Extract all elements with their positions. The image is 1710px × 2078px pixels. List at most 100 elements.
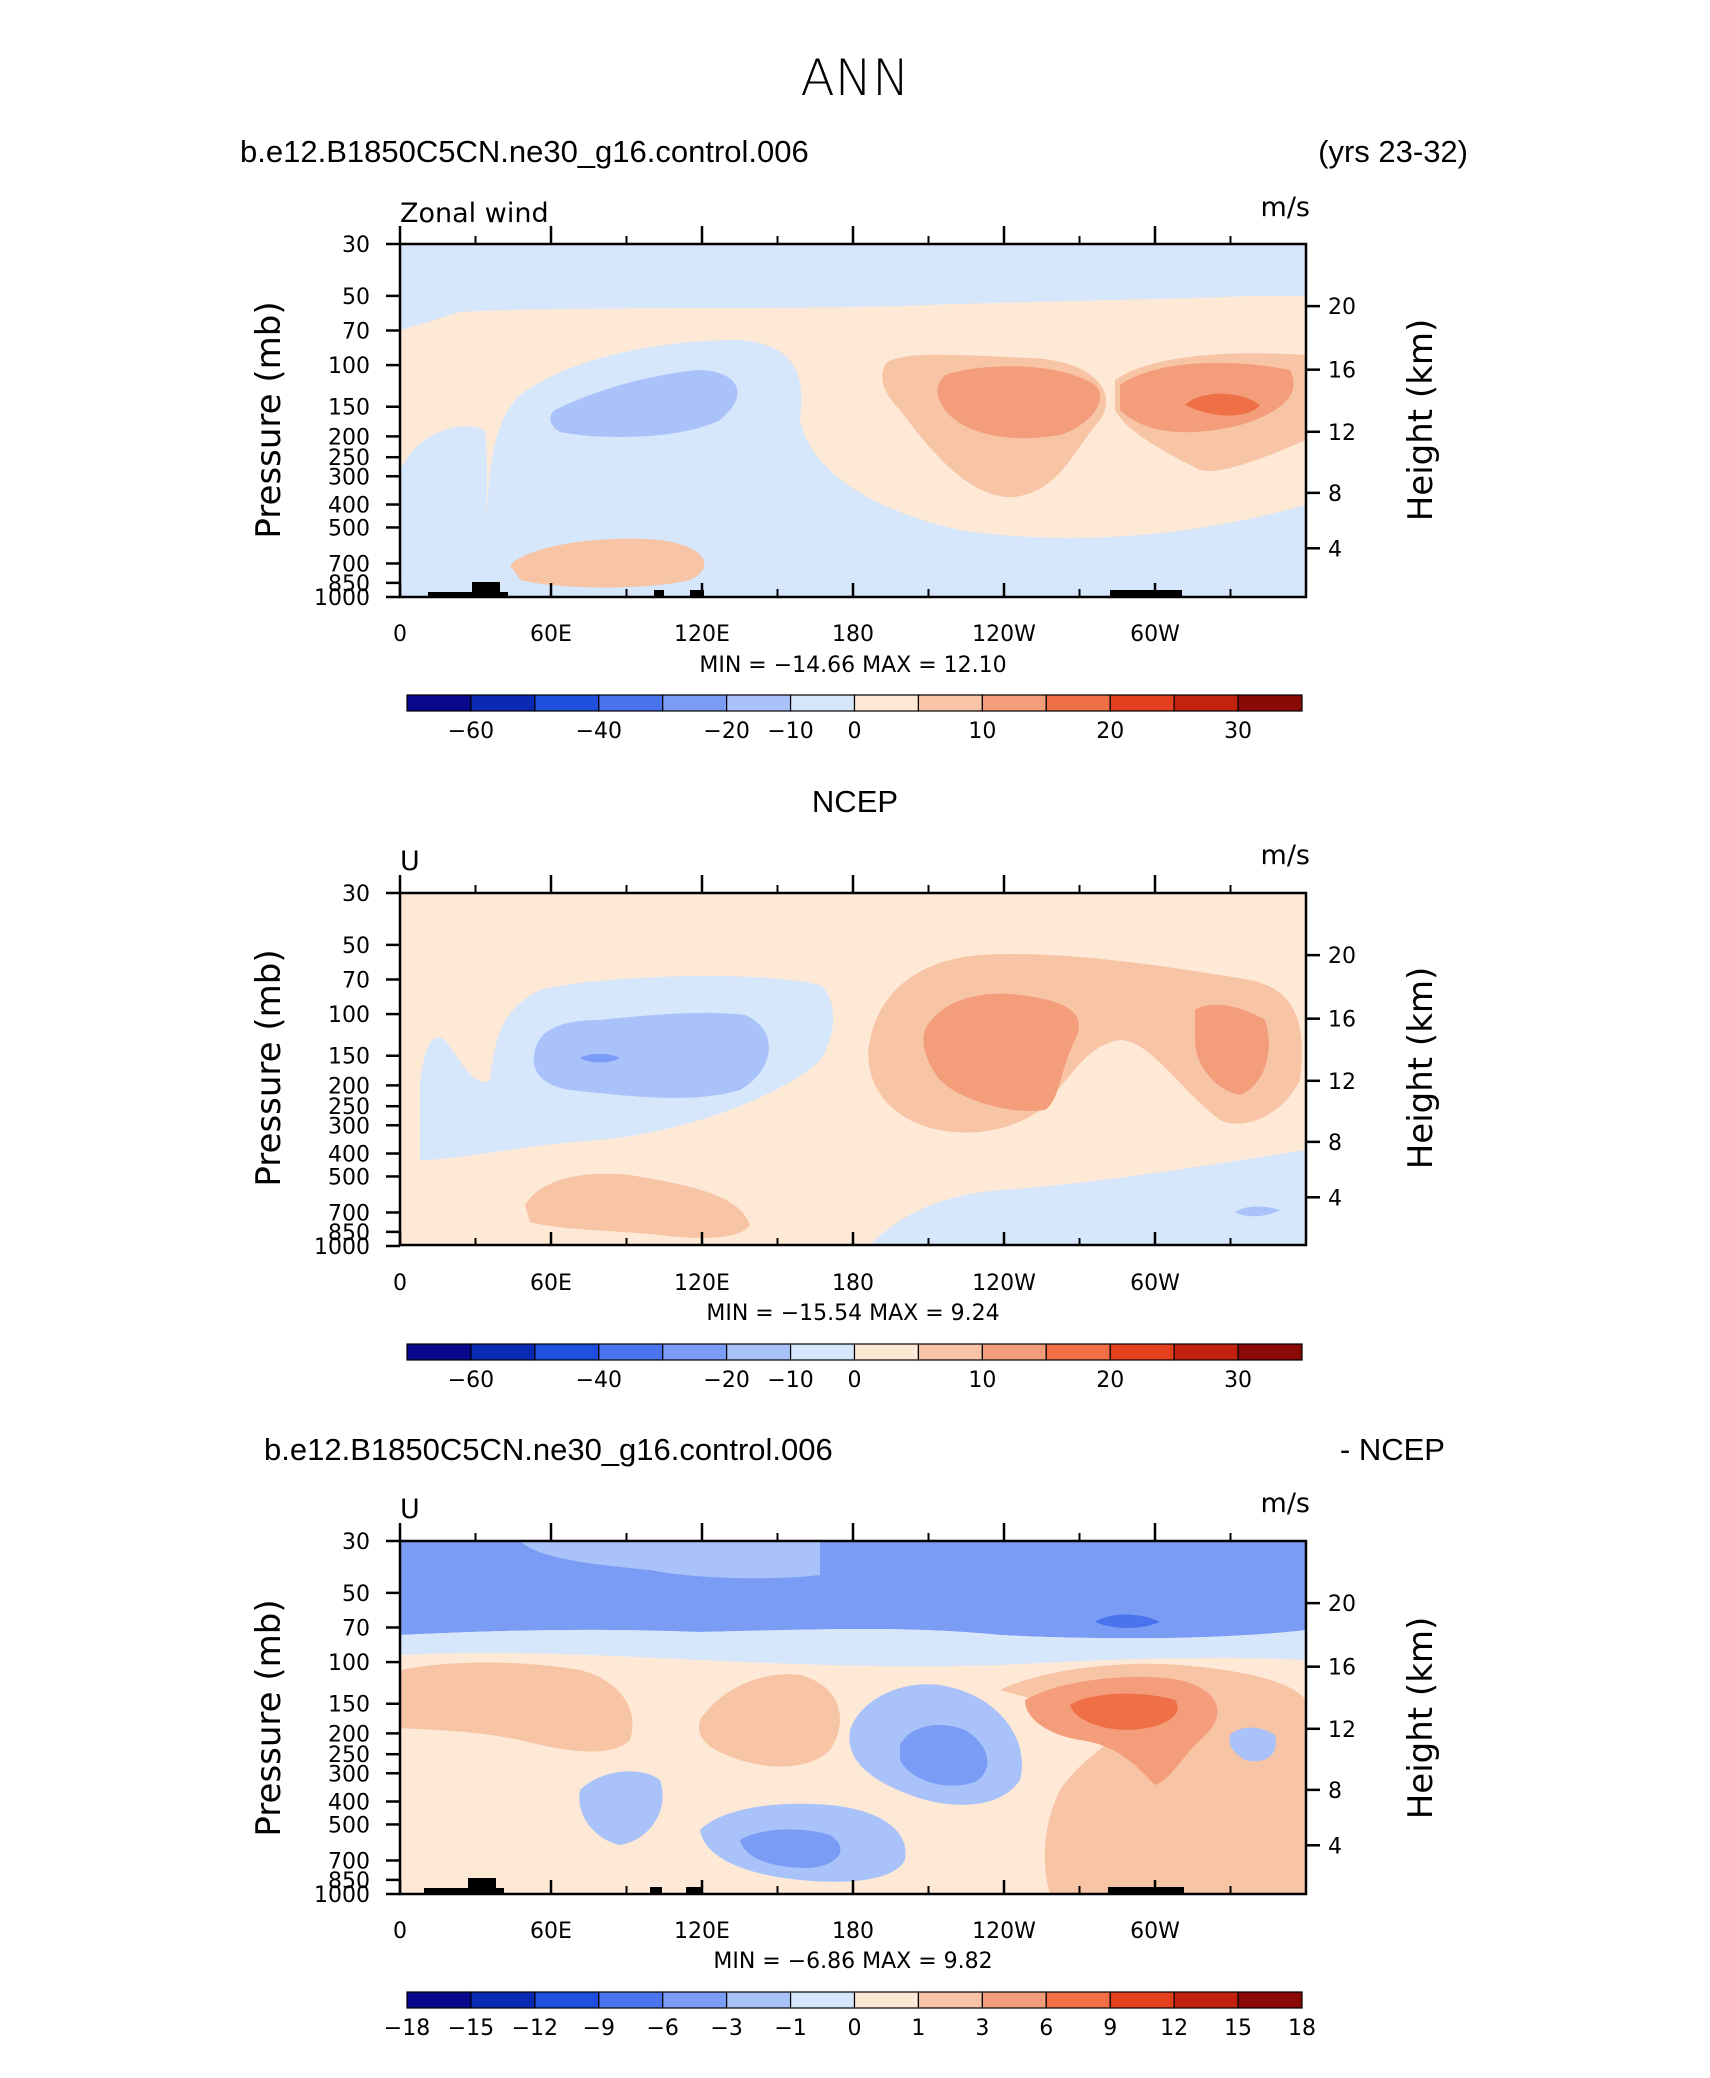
- y-tick-label: 400: [328, 1791, 370, 1816]
- contour-fill-jet-core-a: [937, 366, 1101, 439]
- x-tick-label: 120E: [674, 622, 730, 647]
- contour-fill-lower-negative-core: [740, 1829, 841, 1868]
- colorbar-swatch: [853, 1991, 920, 2009]
- colorbar-label: −3: [710, 2016, 742, 2041]
- y-tick-label: 50: [342, 285, 370, 310]
- x-tick-label: 180: [832, 1919, 874, 1944]
- colorbar-swatch: [534, 694, 600, 712]
- colorbar-swatch: [534, 1991, 600, 2009]
- panel-diff: b.e12.B1850C5CN.ne30_g16.control.006 - N…: [249, 1432, 1445, 1974]
- y-tick-label: 700: [328, 552, 370, 577]
- y-right-tick-label: 8: [1328, 482, 1342, 507]
- colorbar-swatch: [917, 694, 983, 712]
- y-tick-label: 500: [328, 1813, 370, 1838]
- colorbar-label: −40: [576, 1368, 622, 1393]
- y-right-tick-label: 4: [1328, 1834, 1342, 1859]
- panel-ncep-ylabel: Pressure (mb): [249, 949, 289, 1186]
- y-tick-label: 150: [328, 1693, 370, 1718]
- colorbar-swatch: [981, 1991, 1047, 2009]
- panel-ncep-variable: U: [400, 846, 420, 877]
- colorbar-swatch: [981, 694, 1047, 712]
- colorbar-swatch: [470, 694, 536, 712]
- colorbar-label: −20: [703, 1368, 749, 1393]
- colorbar-swatch: [406, 1991, 472, 2009]
- y-tick-label: 1000: [314, 1883, 370, 1908]
- contour-fill-jet-core-b: [1195, 1004, 1269, 1095]
- panel-ncep-contours: [400, 893, 1306, 1245]
- panel-diff-variable: U: [400, 1494, 420, 1525]
- colorbar-label: 20: [1096, 1368, 1124, 1393]
- y-tick-label: 300: [328, 1114, 370, 1139]
- x-tick-label: 60E: [530, 1919, 572, 1944]
- contour-fill-easterly-peak: [580, 1053, 620, 1063]
- y-tick-label: 100: [328, 1003, 370, 1028]
- panel-diff-stats: MIN = −6.86 MAX = 9.82: [713, 1949, 992, 1974]
- colorbar-label: −40: [576, 719, 622, 744]
- y-right-tick-label: 8: [1328, 1131, 1342, 1156]
- panel-diff-units: m/s: [1261, 1488, 1310, 1519]
- y-tick-label: 300: [328, 465, 370, 490]
- colorbar-label: −1: [774, 2016, 806, 2041]
- x-tick-label: 0: [393, 1271, 407, 1296]
- axis-ticks: 0 60E 120E 180 120W 60W3050701001502002503004…: [314, 226, 1356, 1944]
- y-tick-label: 30: [342, 1530, 370, 1555]
- colorbar-swatch: [662, 1991, 728, 2009]
- panel-model-units: m/s: [1261, 192, 1310, 223]
- colorbar-label: 0: [848, 1368, 862, 1393]
- colorbar-swatch: [1173, 1991, 1239, 2009]
- y-right-tick-label: 20: [1328, 944, 1356, 969]
- colorbar-label: 10: [968, 1368, 996, 1393]
- y-tick-label: 50: [342, 934, 370, 959]
- y-tick-label: 50: [342, 1582, 370, 1607]
- y-tick-label: 850: [328, 572, 370, 597]
- colorbar-swatch: [406, 694, 472, 712]
- colorbar-label: 18: [1288, 2016, 1316, 2041]
- colorbar-swatch: [1045, 1991, 1111, 2009]
- colorbar-label: 30: [1224, 719, 1252, 744]
- x-tick-label: 60W: [1130, 622, 1180, 647]
- contour-fill-transition-band: [400, 1628, 1306, 1667]
- y-right-tick-label: 16: [1328, 1656, 1356, 1681]
- colorbar-label: −10: [767, 1368, 813, 1393]
- terrain-4: [1108, 1887, 1184, 1894]
- x-tick-label: 120E: [674, 1271, 730, 1296]
- panel-model: b.e12.B1850C5CN.ne30_g16.control.006 (yr…: [240, 134, 1468, 678]
- colorbar-swatch: [1173, 694, 1239, 712]
- panel-model-variable: Zonal wind: [400, 198, 549, 229]
- contour-fill-jet-peak: [1185, 393, 1260, 416]
- x-tick-label: 60E: [530, 622, 572, 647]
- panel-diff-ylabel-right: Height (km): [1401, 1617, 1441, 1820]
- panel-ncep-ylabel-right: Height (km): [1401, 967, 1441, 1170]
- contour-fill-right-negative: [1229, 1727, 1276, 1762]
- terrain-2: [654, 590, 664, 597]
- contour-fill-left-negative: [579, 1771, 663, 1845]
- colorbar-swatch: [789, 1991, 856, 2009]
- panel-model-stats: MIN = −14.66 MAX = 12.10: [699, 653, 1006, 678]
- colorbar-label: −18: [384, 2016, 430, 2041]
- figure-title: ANN: [800, 49, 909, 107]
- x-tick-label: 120W: [972, 1271, 1036, 1296]
- y-tick-label: 500: [328, 516, 370, 541]
- colorbar-swatch: [853, 694, 920, 712]
- colorbar-swatch: [1045, 1343, 1111, 1361]
- contour-fill-easterly-core: [550, 370, 738, 437]
- colorbar-swatch: [1237, 1343, 1303, 1361]
- y-right-tick-label: 12: [1328, 1718, 1356, 1743]
- contour-fill-easterly-core: [533, 1012, 769, 1098]
- y-tick-label: 200: [328, 1722, 370, 1747]
- colorbar-label: 0: [848, 719, 862, 744]
- x-tick-label: 0: [393, 622, 407, 647]
- colorbar-swatch: [1109, 694, 1175, 712]
- contour-fill-lower-easterlies: [870, 1150, 1306, 1245]
- contour-fill-upper-negative: [400, 1541, 1306, 1639]
- contour-fill-upper-easterlies: [400, 244, 1306, 330]
- colorbar-swatch: [534, 1343, 600, 1361]
- y-tick-label: 150: [328, 1045, 370, 1070]
- contour-fill-left-positive: [400, 1662, 633, 1752]
- colorbar-label: 15: [1224, 2016, 1252, 2041]
- terrain-1: [428, 582, 508, 597]
- colorbar-swatch: [917, 1991, 983, 2009]
- colorbar-label: −6: [646, 2016, 678, 2041]
- y-tick-label: 100: [328, 1651, 370, 1676]
- colorbar-swatch: [662, 1343, 728, 1361]
